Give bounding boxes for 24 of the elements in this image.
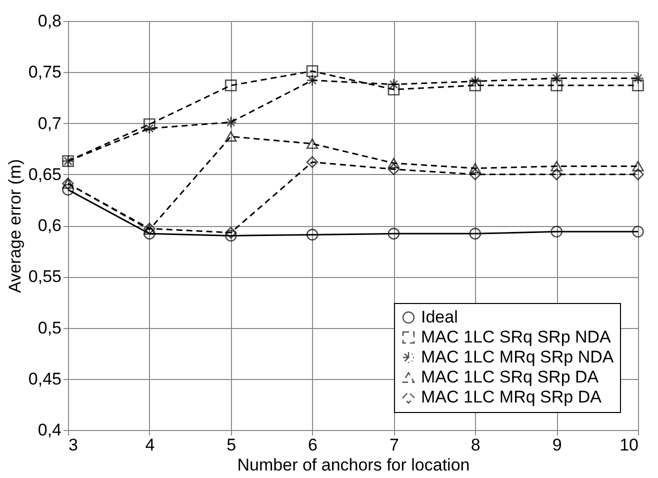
x-tick-label: 10 xyxy=(620,436,638,454)
y-tick-label: 0,4 xyxy=(38,420,62,440)
y-tick-label: 0,6 xyxy=(38,216,62,235)
x-axis-title: Number of anchors for location xyxy=(237,456,470,474)
x-tick-label: 4 xyxy=(145,436,155,454)
legend-label: MAC 1LC MRq SRp NDA xyxy=(421,348,614,366)
x-tick-label: 6 xyxy=(308,436,318,454)
x-tick-label: 7 xyxy=(389,436,399,454)
legend-label: MAC 1LC MRq SRp DA xyxy=(421,388,602,406)
x-tick-label: 5 xyxy=(226,436,236,454)
legend-label: MAC 1LC SRq SRp DA xyxy=(421,368,600,386)
y-tick-label: 0,8 xyxy=(38,12,62,30)
y-tick-label: 0,55 xyxy=(28,267,62,286)
legend-label: MAC 1LC SRq SRp NDA xyxy=(421,328,612,346)
y-tick-label: 0,7 xyxy=(38,114,62,133)
y-tick-label: 0,5 xyxy=(38,318,62,338)
y-tick-label: 0,65 xyxy=(28,164,62,184)
y-axis-title: Average error (m) xyxy=(5,159,24,293)
x-tick-label: 3 xyxy=(68,436,78,454)
y-tick-label: 0,45 xyxy=(28,369,62,388)
legend-label: Ideal xyxy=(421,308,458,326)
x-tick-label: 8 xyxy=(470,436,480,454)
x-tick-label: 9 xyxy=(552,436,562,454)
y-tick-label: 0,75 xyxy=(28,62,62,82)
